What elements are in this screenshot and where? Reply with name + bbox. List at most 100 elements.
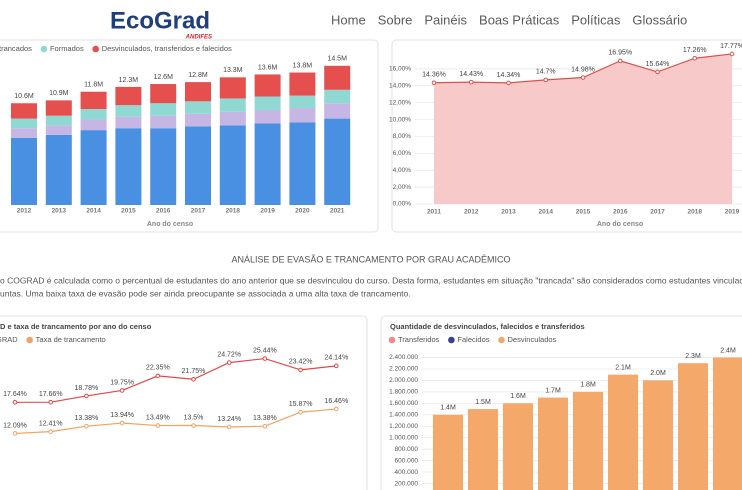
y-tick-label: 2.200.000	[389, 366, 418, 373]
total-label: 13.6M	[258, 64, 278, 71]
bar-segment	[80, 109, 107, 120]
nav-link[interactable]: Boas Práticas	[479, 12, 560, 27]
data-label: 13.5%	[184, 414, 204, 421]
legend-dot	[498, 336, 505, 344]
legend-label: Taxa de trancamento	[36, 335, 106, 344]
y-tick-label: 1.600.000	[389, 400, 418, 407]
legend-dot	[448, 336, 455, 344]
nav-link[interactable]: Home	[331, 12, 366, 27]
data-label: 1.8M	[580, 382, 596, 389]
chart-title: Quantidade de desvinculados, falecidos e…	[390, 322, 585, 331]
data-label: 14.98%	[571, 66, 595, 73]
x-tick-label: 2016	[613, 209, 628, 216]
bar-segment	[219, 111, 246, 126]
x-axis-title: Ano do censo	[597, 221, 643, 228]
point	[84, 393, 89, 399]
data-label: 14.7%	[536, 69, 556, 76]
y-tick-label: 1.000.000	[389, 434, 418, 441]
x-tick-label: 2019	[260, 208, 275, 215]
data-label: 2.4M	[720, 347, 736, 354]
bar	[538, 397, 568, 490]
data-label: 12.09%	[3, 422, 27, 429]
y-tick-label: 2.400.000	[389, 354, 418, 361]
bar-segment	[185, 126, 211, 205]
data-label: 13.24%	[217, 416, 241, 423]
total-label: 11.8M	[84, 82, 103, 89]
data-label: 21.75%	[182, 368, 206, 375]
total-label: 14.5M	[327, 56, 347, 63]
point	[543, 77, 549, 83]
point	[262, 356, 268, 361]
bar	[433, 414, 463, 490]
data-label: 13.38%	[253, 415, 277, 422]
point	[298, 409, 303, 415]
logo[interactable]: EcoGrad	[110, 7, 210, 34]
legend-dot	[40, 45, 48, 53]
legend-label: Falecidos	[457, 335, 489, 344]
point	[729, 51, 735, 57]
y-tick-label: 1.200.000	[389, 423, 418, 430]
legend-dot	[26, 336, 33, 344]
bar-segment	[115, 105, 142, 117]
nav-link[interactable]: Sobre	[378, 12, 413, 27]
x-axis-title: Ano do censo	[147, 221, 193, 228]
x-tick-label: 2013	[52, 208, 67, 215]
x-tick-label: 2021	[330, 208, 345, 215]
point	[468, 79, 474, 85]
point	[226, 360, 232, 365]
bar-segment	[45, 100, 72, 116]
x-tick-label: 2017	[650, 209, 665, 216]
x-tick-label: 2011	[427, 209, 441, 216]
total-label: 12.6M	[153, 74, 173, 81]
legend-dot	[92, 45, 100, 53]
data-label: 2.1M	[615, 365, 631, 372]
point	[48, 429, 54, 434]
y-tick-label: 4,00%	[393, 167, 412, 174]
point	[191, 376, 196, 382]
nav-link[interactable]: Políticas	[571, 12, 621, 27]
bar	[608, 374, 638, 490]
bar-segment	[219, 125, 246, 205]
legend-label: Desvinculados	[508, 335, 557, 344]
legend-dot	[388, 336, 396, 344]
point	[617, 58, 623, 64]
nav-link[interactable]: Painéis	[424, 12, 467, 27]
point	[692, 55, 698, 61]
x-tick-label: 2017	[191, 208, 206, 215]
bar-segment	[185, 101, 211, 114]
x-tick-label: 2015	[121, 208, 136, 215]
data-label: 18.78%	[75, 385, 99, 392]
total-label: 13.8M	[293, 62, 313, 69]
point	[262, 423, 268, 429]
data-label: 2.3M	[685, 353, 701, 360]
paragraph-line: untas. Uma baixa taxa de evasão pode ser…	[0, 288, 411, 298]
y-tick-label: 800.000	[395, 446, 419, 453]
total-label: 13.3M	[223, 67, 243, 74]
bar-segment	[185, 82, 211, 102]
bar-segment	[11, 118, 37, 129]
legend-label: Formados	[50, 44, 84, 53]
point	[298, 367, 303, 373]
bar-segment	[185, 113, 211, 127]
y-tick-label: 2.000.000	[389, 377, 418, 384]
point	[506, 80, 511, 86]
data-label: 14.34%	[497, 72, 521, 79]
data-label: 14.36%	[422, 72, 446, 79]
data-label: 1.7M	[545, 387, 561, 394]
point	[12, 400, 18, 405]
y-tick-label: 16,00%	[389, 66, 411, 73]
nav-link[interactable]: Glossário	[632, 12, 687, 27]
bar-segment	[324, 89, 351, 104]
section-title: ANÁLISE DE EVASÃO E TRANCAMENTO POR GRAU…	[231, 254, 510, 264]
bar-segment	[150, 128, 177, 205]
data-label: 2.0M	[650, 370, 666, 377]
bar-segment	[289, 108, 316, 123]
data-label: 24.14%	[324, 355, 348, 362]
data-label: 17.64%	[3, 391, 27, 398]
point	[119, 388, 125, 393]
bar	[503, 403, 533, 490]
bar-segment	[80, 91, 107, 109]
x-tick-label: 2014	[539, 209, 554, 216]
y-tick-label: 1.800.000	[389, 389, 418, 396]
total-label: 10.9M	[49, 90, 69, 97]
